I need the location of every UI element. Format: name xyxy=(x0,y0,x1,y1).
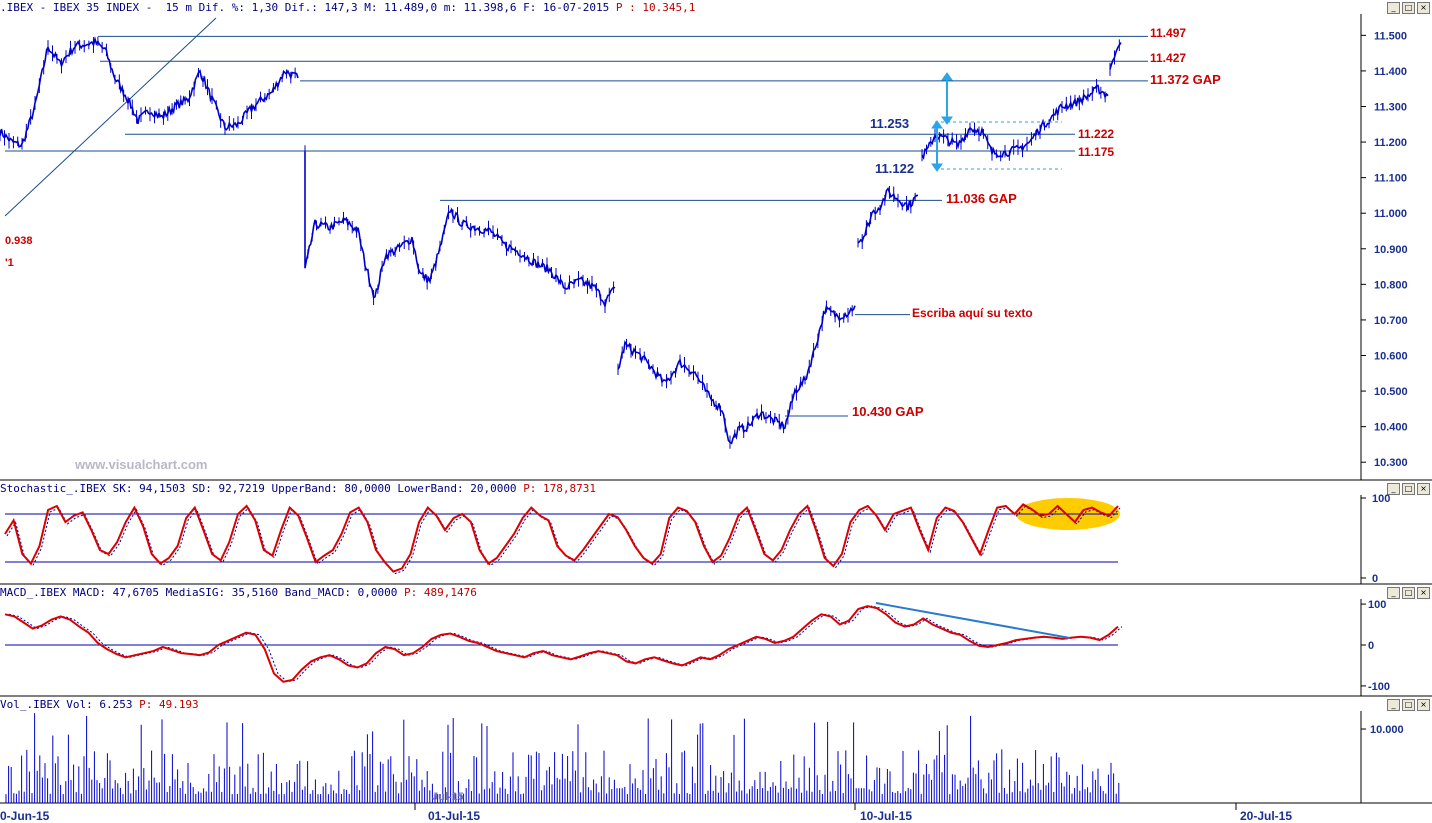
stoch-tick-label: 100 xyxy=(1372,493,1390,505)
label-11253: 11.253 xyxy=(870,116,909,131)
price-panel-header: .IBEX - IBEX 35 INDEX - 15 m Dif. %: 1,3… xyxy=(0,1,695,14)
vol-tick-label: 10.000 xyxy=(1370,724,1404,736)
left-label-1: '1 xyxy=(5,257,14,269)
price-levels xyxy=(5,35,1148,417)
maximize-button[interactable]: □ xyxy=(1402,699,1415,711)
price-window-buttons: _ □ × xyxy=(1387,2,1430,14)
minimize-button[interactable]: _ xyxy=(1387,699,1400,711)
price-segment-0 xyxy=(0,35,299,148)
price-series xyxy=(0,35,1122,449)
close-button[interactable]: × xyxy=(1417,483,1430,495)
macd-chart: 100 0 -100 xyxy=(4,599,1390,693)
macd-panel-header: MACD_.IBEX MACD: 47,6705 MediaSIG: 35,51… xyxy=(0,586,477,599)
price-tick-label: 10.400 xyxy=(1374,422,1408,434)
price-tick-label: 10.800 xyxy=(1374,279,1408,291)
price-tick-label: 10.300 xyxy=(1374,457,1408,469)
watermark: www.visualchart.com xyxy=(74,457,207,472)
macd-tick-label: -100 xyxy=(1368,681,1390,693)
close-button[interactable]: × xyxy=(1417,2,1430,14)
label-10430-gap: 10.430 GAP xyxy=(852,404,924,419)
text-note: Escriba aquí su texto xyxy=(912,306,1033,320)
arrow-head-up xyxy=(931,120,943,129)
price-tick-label: 10.500 xyxy=(1374,386,1408,398)
stoch-sd-line xyxy=(6,505,1121,575)
macd-divergence-line xyxy=(875,602,1071,639)
arrow-head-up xyxy=(941,72,953,81)
stoch-header-p: P: 178,8731 xyxy=(523,482,597,495)
vol-header-text: Vol_.IBEX Vol: 6.253 xyxy=(0,698,133,711)
label-11122: 11.122 xyxy=(875,161,914,176)
vol-window-buttons: _ □ × xyxy=(1387,699,1430,711)
x-tick-ghost: Jul-15 xyxy=(432,791,464,803)
x-tick-10jul: 10-Jul-15 xyxy=(860,809,912,823)
macd-line xyxy=(4,605,1119,683)
stoch-panel-header: Stochastic_.IBEX SK: 94,1503 SD: 92,7219… xyxy=(0,482,596,495)
price-y-ticks: 11.500 11.400 11.300 11.200 11.100 11.000 10.9… xyxy=(1361,30,1408,469)
label-11036-gap: 11.036 GAP xyxy=(946,191,1017,206)
price-tick-label: 11.000 xyxy=(1374,208,1407,220)
macd-tick-label: 100 xyxy=(1368,599,1386,611)
label-11372-gap: 11.372 GAP xyxy=(1150,72,1221,87)
stoch-window-buttons: _ □ × xyxy=(1387,483,1430,495)
macd-header-text: MACD_.IBEX MACD: 47,6705 MediaSIG: 35,51… xyxy=(0,586,398,599)
label-11175: 11.175 xyxy=(1078,145,1114,159)
stoch-sk-line xyxy=(4,503,1119,573)
x-tick-01jul: 01-Jul-15 xyxy=(428,809,480,823)
stoch-header-text: Stochastic_.IBEX SK: 94,1503 SD: 92,7219… xyxy=(0,482,517,495)
price-tick-label: 10.600 xyxy=(1374,350,1408,362)
arrow-head-down xyxy=(941,116,953,125)
maximize-button[interactable]: □ xyxy=(1402,2,1415,14)
macd-header-p: P: 489,1476 xyxy=(403,586,477,599)
price-segment-3 xyxy=(857,186,918,244)
label-11222: 11.222 xyxy=(1078,127,1114,141)
stoch-chart: 100 0 xyxy=(4,493,1390,585)
price-tick-label: 11.300 xyxy=(1374,101,1407,113)
label-11427: 11.427 xyxy=(1150,51,1186,65)
price-tick-label: 11.400 xyxy=(1374,66,1407,78)
maximize-button[interactable]: □ xyxy=(1402,587,1415,599)
close-button[interactable]: × xyxy=(1417,587,1430,599)
price-segment-2 xyxy=(617,304,856,445)
arrow-head-down xyxy=(931,163,943,172)
price-header-p: P : 10.345,1 xyxy=(615,1,696,14)
stoch-tick-label: 0 xyxy=(1372,573,1378,585)
vol-header-p: P: 49.193 xyxy=(139,698,199,711)
price-tick-label: 11.100 xyxy=(1374,173,1407,185)
minimize-button[interactable]: _ xyxy=(1387,483,1400,495)
price-tick-label: 11.200 xyxy=(1374,137,1407,149)
minimize-button[interactable]: _ xyxy=(1387,2,1400,14)
minimize-button[interactable]: _ xyxy=(1387,587,1400,599)
maximize-button[interactable]: □ xyxy=(1402,483,1415,495)
trend-line xyxy=(4,17,217,217)
volume-chart: 10.000 xyxy=(5,713,1404,803)
left-label-0938: 0.938 xyxy=(5,235,33,247)
measure-arrows xyxy=(931,72,1062,172)
price-tick-label: 10.900 xyxy=(1374,244,1408,256)
macd-tick-label: 0 xyxy=(1368,640,1374,652)
label-11497: 11.497 xyxy=(1150,26,1186,40)
close-button[interactable]: × xyxy=(1417,699,1430,711)
price-header-text: .IBEX - IBEX 35 INDEX - 15 m Dif. %: 1,3… xyxy=(0,1,610,14)
price-segment-1 xyxy=(304,151,616,309)
macd-window-buttons: _ □ × xyxy=(1387,587,1430,599)
price-tick-label: 11.500 xyxy=(1374,30,1407,42)
price-tick-label: 10.700 xyxy=(1374,315,1408,327)
x-tick-jun: 0-Jun-15 xyxy=(0,809,50,823)
vol-panel-header: Vol_.IBEX Vol: 6.253 P: 49.193 xyxy=(0,698,199,711)
x-tick-20jul: 20-Jul-15 xyxy=(1240,809,1292,823)
